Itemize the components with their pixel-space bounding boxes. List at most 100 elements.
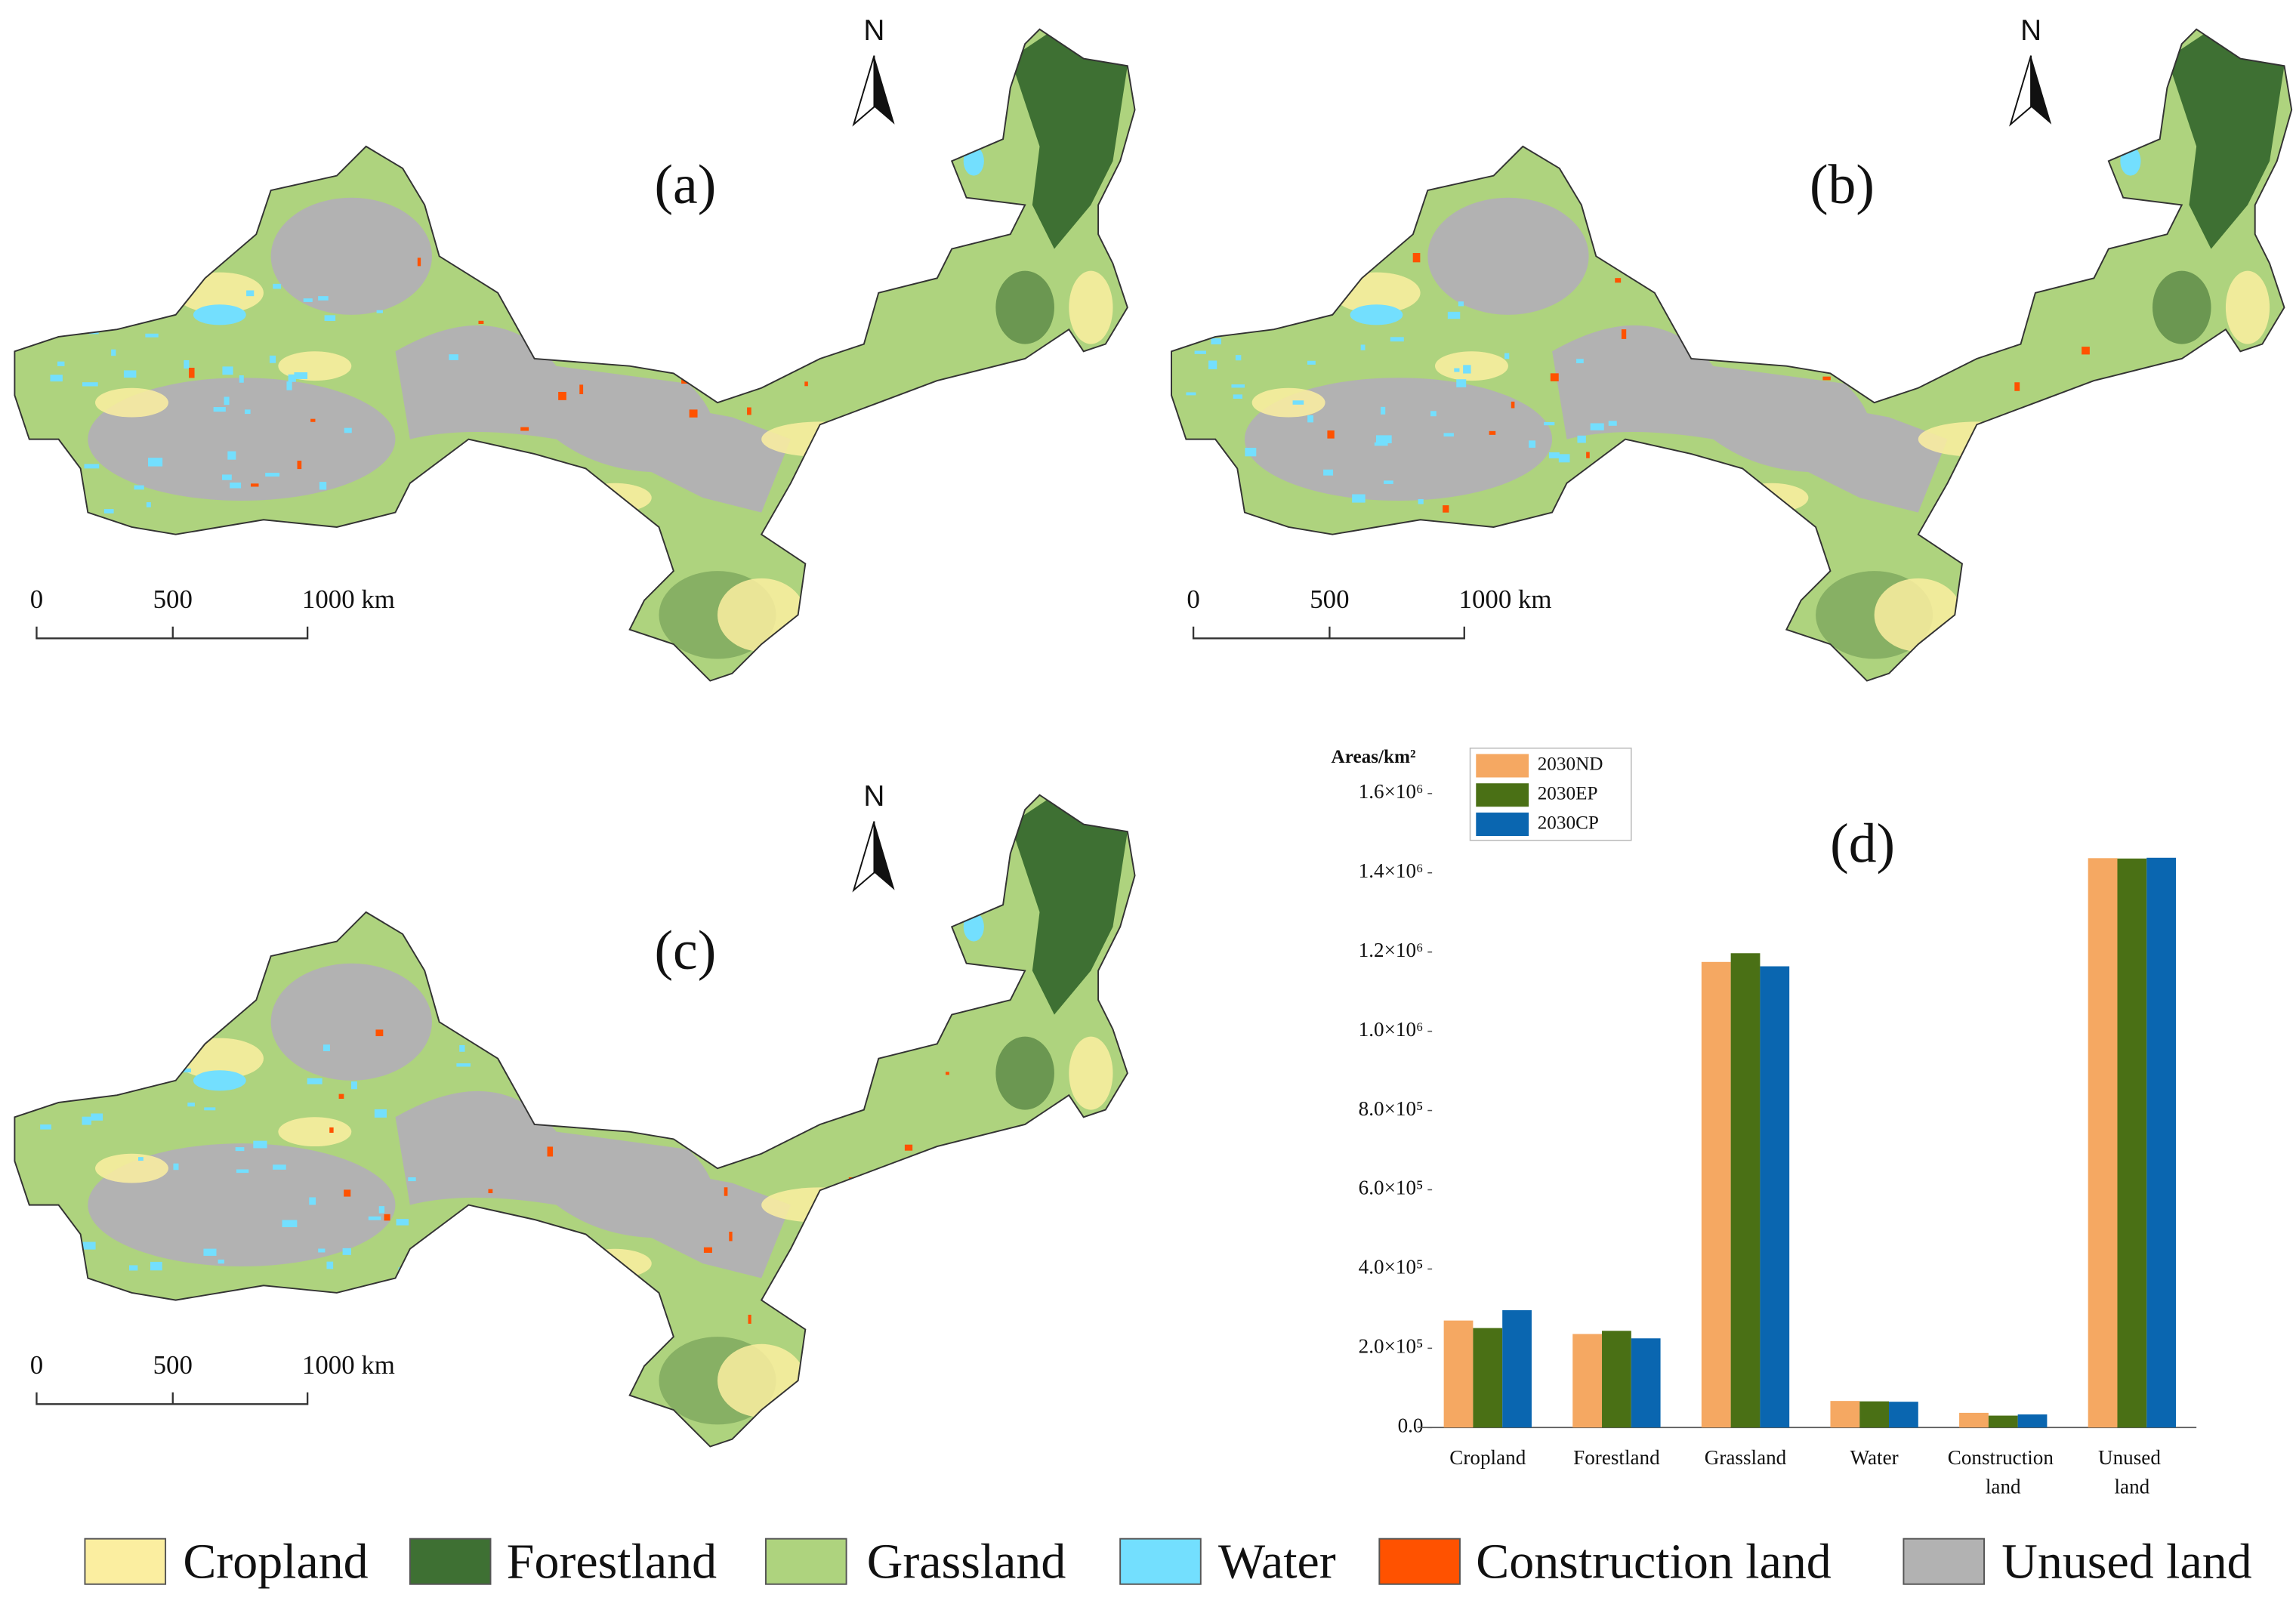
bar <box>1572 1334 1603 1428</box>
desert <box>1771 395 1948 513</box>
bar <box>1859 1401 1890 1428</box>
water <box>94 1083 103 1089</box>
north-arrow-right <box>874 55 895 125</box>
scale-label: 1000 km <box>302 585 395 614</box>
map-panel: (a) N 0 500 1000 km <box>14 14 1136 682</box>
y-tick-label: 1.0×10⁶ <box>1359 1018 1424 1041</box>
x-tick-label: Water <box>1850 1446 1899 1469</box>
construction <box>1621 329 1627 339</box>
water <box>1186 392 1196 396</box>
water <box>71 1093 86 1098</box>
bar <box>1473 1328 1503 1428</box>
water <box>269 355 276 363</box>
construction <box>1764 344 1772 353</box>
water <box>963 911 984 942</box>
water <box>222 474 232 480</box>
construction <box>689 409 698 418</box>
legend-label: Construction land <box>1476 1535 1831 1590</box>
construction <box>610 1073 619 1079</box>
water <box>374 1109 387 1118</box>
water <box>1208 360 1217 369</box>
bar <box>2146 857 2177 1428</box>
region-fill <box>1186 29 2285 659</box>
construction <box>827 306 832 313</box>
water <box>1350 304 1403 325</box>
water <box>1504 353 1510 359</box>
water <box>91 1113 103 1121</box>
y-tick-label: 1.2×10⁶ <box>1359 939 1424 961</box>
water <box>318 1248 326 1253</box>
bar <box>1830 1401 1860 1428</box>
water <box>203 1248 217 1256</box>
scale-bar <box>35 1392 309 1405</box>
y-tick-label: 4.0×10⁵ <box>1359 1256 1424 1279</box>
bar <box>1889 1402 1918 1428</box>
water <box>396 1219 409 1226</box>
construction <box>879 432 884 436</box>
y-axis-label: Areas/km² <box>1332 747 1416 767</box>
water <box>57 361 65 366</box>
construction <box>397 541 403 547</box>
construction <box>873 554 879 564</box>
cropland <box>761 1187 879 1223</box>
water <box>253 1140 267 1149</box>
construction <box>554 475 563 486</box>
water <box>449 354 458 360</box>
bar <box>2017 1414 2048 1428</box>
water <box>227 451 236 460</box>
water <box>82 382 98 387</box>
water <box>173 1163 179 1171</box>
x-tick-label-line: Unused <box>2098 1446 2166 1469</box>
water <box>273 283 282 289</box>
construction <box>1586 452 1590 458</box>
water <box>436 480 450 487</box>
bar <box>1502 1310 1532 1428</box>
water <box>236 1169 249 1174</box>
water <box>1529 440 1536 448</box>
water <box>1192 335 1198 341</box>
water <box>50 375 63 382</box>
scale-label: 500 <box>153 1350 193 1380</box>
water <box>245 409 251 415</box>
x-tick-label-line: land <box>1986 1476 2021 1498</box>
construction <box>1550 373 1559 381</box>
water <box>63 484 69 489</box>
water <box>1430 411 1437 417</box>
construction <box>1511 401 1515 409</box>
cropland <box>95 1153 168 1183</box>
water <box>82 1116 91 1125</box>
construction <box>488 1189 493 1193</box>
construction <box>344 1189 351 1197</box>
construction <box>520 427 529 431</box>
water <box>82 1241 96 1250</box>
construction <box>375 1029 384 1037</box>
water <box>309 1197 316 1205</box>
construction <box>297 461 302 470</box>
water <box>376 310 383 313</box>
construction <box>1840 251 1844 256</box>
water <box>1233 394 1243 399</box>
construction <box>329 1127 334 1134</box>
map-label: (c) <box>654 919 716 981</box>
water <box>1211 338 1221 345</box>
construction <box>538 1330 547 1334</box>
water <box>378 1206 385 1214</box>
water <box>1443 433 1454 436</box>
construction <box>369 1324 375 1328</box>
construction <box>522 560 531 566</box>
legend-swatch <box>1476 783 1529 807</box>
water <box>1454 368 1460 372</box>
legend-swatch <box>409 1538 492 1585</box>
construction <box>251 483 259 487</box>
water <box>204 1107 216 1111</box>
water <box>1307 360 1316 365</box>
construction <box>703 1247 712 1253</box>
bar <box>2117 858 2147 1428</box>
water <box>344 427 352 433</box>
scale-bar <box>1192 626 1465 640</box>
scale-label: 0 <box>30 585 43 614</box>
water <box>106 289 122 299</box>
water <box>1548 452 1560 458</box>
water <box>1418 498 1424 504</box>
forest <box>995 1036 1054 1110</box>
